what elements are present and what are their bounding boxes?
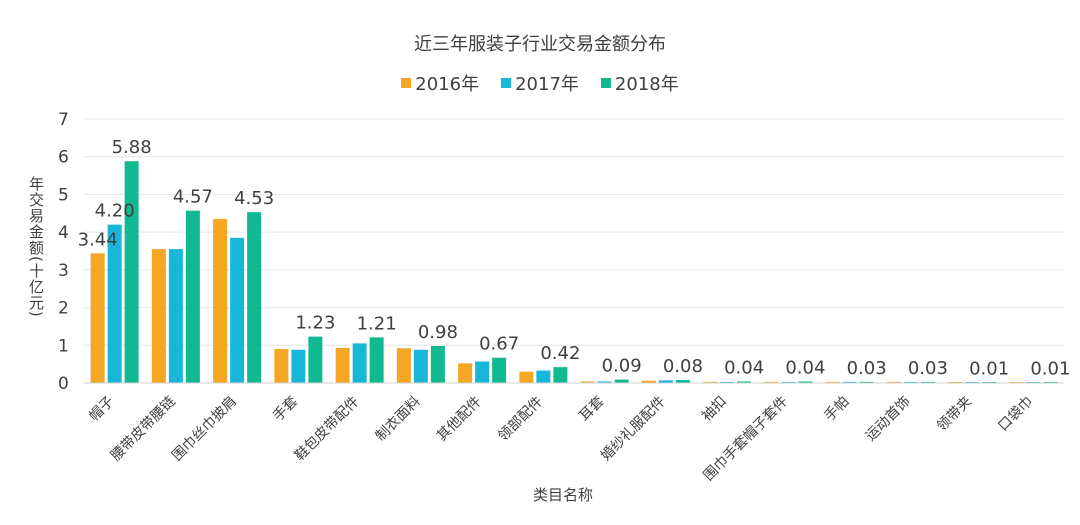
bar-2017年-鞋包皮带配件 <box>352 343 367 383</box>
bar-2018年-围巾手套帽子套件 <box>798 381 813 383</box>
x-tick-label: 手套 <box>270 394 301 425</box>
bar-2016年-婚纱礼服配件 <box>641 380 656 383</box>
y-tick-label: 4 <box>58 223 69 243</box>
data-label: 4.57 <box>173 187 213 208</box>
bar-2017年-腰带皮带腰链 <box>168 249 183 383</box>
bar-2016年-制衣面料 <box>396 348 411 383</box>
bar-2016年-腰带皮带腰链 <box>151 249 166 383</box>
legend-label-2016: 2016年 <box>415 74 480 95</box>
data-label: 1.21 <box>357 313 397 334</box>
bar-2018年-领部配件 <box>553 367 568 383</box>
legend-item-2016[interactable]: 2016年 <box>401 70 479 96</box>
bar-2016年-围巾手套帽子套件 <box>764 381 779 383</box>
x-axis-label: 类目名称 <box>533 486 593 504</box>
chart-legend: 2016年 2017年 2018年 <box>0 70 1080 96</box>
data-label: 0.01 <box>1030 359 1070 380</box>
x-tick-label: 围巾丝巾披肩 <box>169 394 240 465</box>
data-label: 0.09 <box>602 356 642 377</box>
bar-2018年-袖扣 <box>737 381 752 383</box>
x-tick-label: 鞋包皮带配件 <box>292 394 363 465</box>
legend-label-2017: 2017年 <box>515 74 579 95</box>
x-tick-label: 手帕 <box>821 394 852 425</box>
bar-2016年-领部配件 <box>519 371 534 383</box>
data-label: 0.03 <box>908 358 948 379</box>
bar-2016年-其他配件 <box>458 363 473 383</box>
data-label: 0.42 <box>540 343 580 364</box>
bar-2016年-手帕 <box>825 381 840 383</box>
bar-2018年-运动首饰 <box>920 381 935 383</box>
data-label: 0.67 <box>479 334 519 355</box>
y-tick-label: 0 <box>58 374 69 394</box>
x-tick-label: 帽子 <box>86 394 117 425</box>
data-label: 0.08 <box>663 356 703 377</box>
bar-2016年-手套 <box>274 349 289 383</box>
bar-2017年-手帕 <box>842 381 857 383</box>
bar-2016年-袖扣 <box>703 381 718 383</box>
bar-2017年-制衣面料 <box>413 349 428 383</box>
y-tick-label: 7 <box>58 110 69 130</box>
legend-item-2018[interactable]: 2018年 <box>600 70 679 96</box>
data-label: 0.98 <box>418 322 458 343</box>
x-tick-label: 耳套 <box>576 394 607 425</box>
x-tick-label: 袖扣 <box>699 394 730 425</box>
y-tick-label: 3 <box>58 261 69 281</box>
y-tick-label: 2 <box>58 299 69 319</box>
y-tick-label: 5 <box>58 185 69 205</box>
data-label: 4.53 <box>234 188 274 209</box>
bar-2018年-耳套 <box>614 379 629 383</box>
x-tick-label: 运动首饰 <box>863 394 914 445</box>
legend-swatch-2018 <box>600 78 611 88</box>
bar-2018年-鞋包皮带配件 <box>369 337 384 383</box>
bar-2016年-围巾丝巾披肩 <box>213 218 228 383</box>
x-tick-label: 腰带皮带腰链 <box>108 394 179 465</box>
legend-swatch-2017 <box>501 78 512 88</box>
chart-title: 近三年服装子行业交易金额分布 <box>414 34 666 55</box>
legend-swatch-2016 <box>401 78 412 88</box>
bar-2018年-婚纱礼服配件 <box>675 379 690 383</box>
x-tick-label: 其他配件 <box>434 394 485 445</box>
bar-2017年-手套 <box>291 349 306 383</box>
bar-2017年-婚纱礼服配件 <box>658 380 673 383</box>
bar-2018年-帽子 <box>124 161 139 383</box>
bar-2017年-其他配件 <box>475 361 490 383</box>
y-tick-label: 1 <box>58 336 69 356</box>
bar-2017年-围巾丝巾披肩 <box>230 237 245 383</box>
data-label: 0.01 <box>969 359 1009 380</box>
y-axis-label: 年交易金额(十亿元) <box>27 176 45 318</box>
bar-2018年-围巾丝巾披肩 <box>247 212 262 383</box>
x-tick-label: 领带夹 <box>934 394 975 435</box>
x-tick-label: 婚纱礼服配件 <box>598 394 669 465</box>
bar-2018年-手帕 <box>859 381 874 383</box>
legend-label-2018: 2018年 <box>614 74 679 95</box>
bar-2018年-手套 <box>308 336 323 383</box>
data-label: 0.04 <box>724 357 764 378</box>
bar-2018年-其他配件 <box>492 357 507 383</box>
data-label: 5.88 <box>112 137 152 158</box>
data-label: 3.44 <box>78 229 118 250</box>
bar-2018年-制衣面料 <box>430 346 445 383</box>
bar-2016年-帽子 <box>90 253 105 383</box>
data-label: 1.23 <box>295 313 335 334</box>
legend-item-2017[interactable]: 2017年 <box>501 70 579 96</box>
x-tick-label: 口袋巾 <box>995 394 1036 435</box>
x-tick-label: 领部配件 <box>495 394 546 445</box>
data-label: 0.04 <box>785 357 825 378</box>
bar-2016年-运动首饰 <box>886 381 901 383</box>
data-label: 0.03 <box>847 358 887 379</box>
bar-2017年-帽子 <box>107 224 122 383</box>
bar-2017年-耳套 <box>597 381 612 383</box>
x-tick-label: 制衣面料 <box>373 394 424 445</box>
bar-2016年-鞋包皮带配件 <box>335 347 350 383</box>
data-label: 4.20 <box>95 201 135 222</box>
bar-2018年-腰带皮带腰链 <box>185 210 200 383</box>
bar-2017年-领部配件 <box>536 370 551 383</box>
bar-2016年-耳套 <box>580 381 595 383</box>
y-tick-label: 6 <box>58 148 69 168</box>
